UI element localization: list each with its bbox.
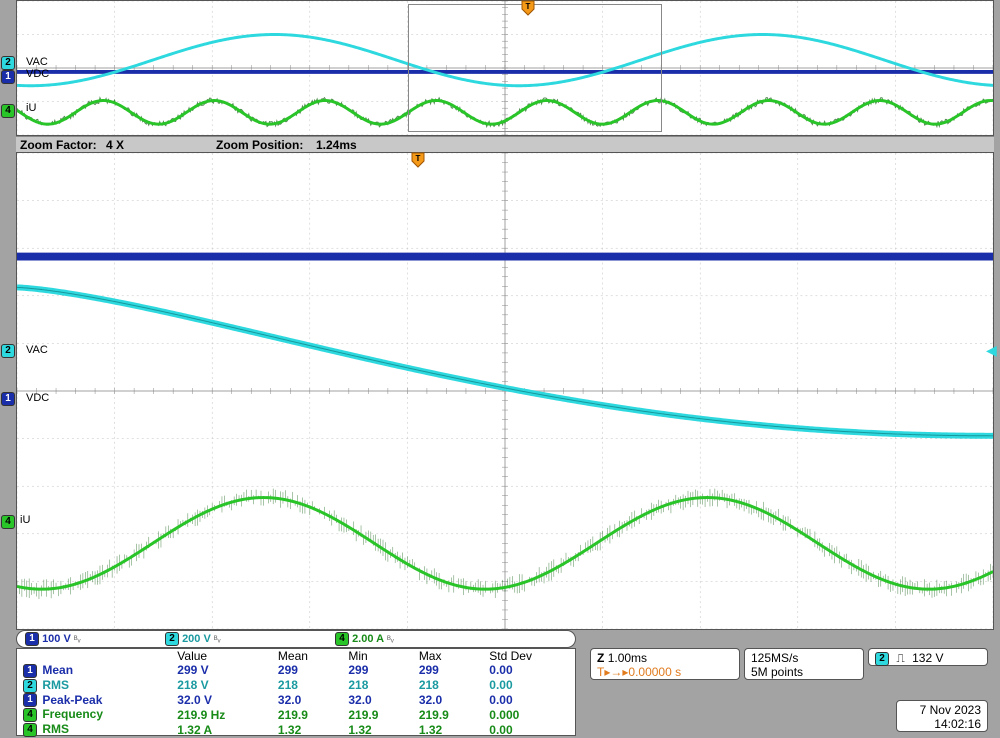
meas-header: Value bbox=[171, 649, 272, 663]
zoom-factor-value: 4 X bbox=[106, 138, 124, 152]
trigger-delay-sym: T▸→▸ bbox=[597, 665, 628, 679]
meas-header: Min bbox=[342, 649, 412, 663]
zoom-pos-value: 1.24ms bbox=[316, 138, 357, 152]
measurements-table: ValueMeanMinMaxStd Dev1 Mean299 V2992992… bbox=[16, 648, 576, 736]
zoom-panel: T bbox=[16, 152, 994, 630]
meas-row: 1 Mean299 V2992992990.00 bbox=[17, 663, 575, 678]
meas-row: 2 RMS218 V2182182180.00 bbox=[17, 678, 575, 693]
overview-waveforms bbox=[17, 1, 993, 135]
overview-panel: T bbox=[16, 0, 994, 136]
zoom-factor-label: Zoom Factor: bbox=[20, 138, 97, 152]
meas-row: 4 RMS1.32 A1.321.321.320.00 bbox=[17, 722, 575, 737]
scale-ch2: 2 200 V ᴮᵥ bbox=[165, 632, 221, 646]
ch1-label-overview: VDC bbox=[26, 68, 49, 80]
sample-rate: 125MS/s bbox=[751, 651, 857, 665]
ch1-badge-overview: 1 bbox=[1, 70, 15, 84]
ch4-badge-zoom: 4 bbox=[1, 515, 15, 529]
ch1-label-zoom: VDC bbox=[26, 392, 49, 404]
ch2-label-zoom: VAC bbox=[26, 344, 48, 356]
ch4-badge-overview: 4 bbox=[1, 104, 15, 118]
svg-text:T: T bbox=[416, 154, 421, 163]
meas-row: 4 Frequency219.9 Hz219.9219.9219.90.000 bbox=[17, 707, 575, 722]
svg-text:T: T bbox=[525, 2, 530, 11]
record-length: 5M points bbox=[751, 665, 857, 679]
scale-ch4: 4 2.00 A ᴮᵥ bbox=[335, 632, 394, 646]
trigger-marker-zoom: T bbox=[412, 153, 424, 167]
ch4-label-zoom: iU bbox=[20, 514, 30, 526]
ch1-badge-zoom: 1 bbox=[1, 392, 15, 406]
zoom-pos-label: Zoom Position: bbox=[216, 138, 303, 152]
timebase-box: Z 1.00ms T▸→▸0.00000 s bbox=[590, 648, 740, 680]
time-value: 14:02:16 bbox=[903, 717, 981, 731]
trigger-level: 132 V bbox=[912, 651, 943, 665]
meas-row: 1 Peak-Peak32.0 V32.032.032.00.00 bbox=[17, 693, 575, 708]
zoom-info-bar: Zoom Factor: 4 X Zoom Position: 1.24ms bbox=[16, 136, 994, 152]
meas-header: Std Dev bbox=[483, 649, 575, 663]
zoom-waveforms bbox=[17, 153, 993, 629]
ch4-label-overview: iU bbox=[26, 102, 36, 114]
trigger-box: 2 ⎍ 132 V bbox=[868, 648, 988, 666]
ch2-right-marker: ◀ bbox=[986, 342, 997, 359]
ch2-badge-overview: 2 bbox=[1, 56, 15, 70]
meas-header bbox=[17, 649, 171, 663]
trigger-marker-overview: T bbox=[522, 1, 534, 15]
meas-header: Mean bbox=[272, 649, 342, 663]
trigger-mode-icon: ⎍ bbox=[896, 651, 904, 665]
ch2-badge-zoom: 2 bbox=[1, 344, 15, 358]
trigger-source-badge: 2 bbox=[875, 652, 889, 666]
date-time-box: 7 Nov 2023 14:02:16 bbox=[896, 700, 988, 732]
date-value: 7 Nov 2023 bbox=[903, 703, 981, 717]
scale-ch1: 1 100 V ᴮᵥ bbox=[25, 632, 81, 646]
channel-scales-strip: 1 100 V ᴮᵥ 2 200 V ᴮᵥ 4 2.00 A ᴮᵥ bbox=[16, 630, 576, 648]
timebase-label: Z bbox=[597, 651, 604, 665]
ch2-label-overview: VAC bbox=[26, 56, 48, 68]
meas-header: Max bbox=[413, 649, 483, 663]
trigger-delay-value: 0.00000 s bbox=[628, 665, 681, 679]
acquisition-box: 125MS/s 5M points bbox=[744, 648, 864, 680]
timebase-value: 1.00ms bbox=[608, 651, 647, 665]
